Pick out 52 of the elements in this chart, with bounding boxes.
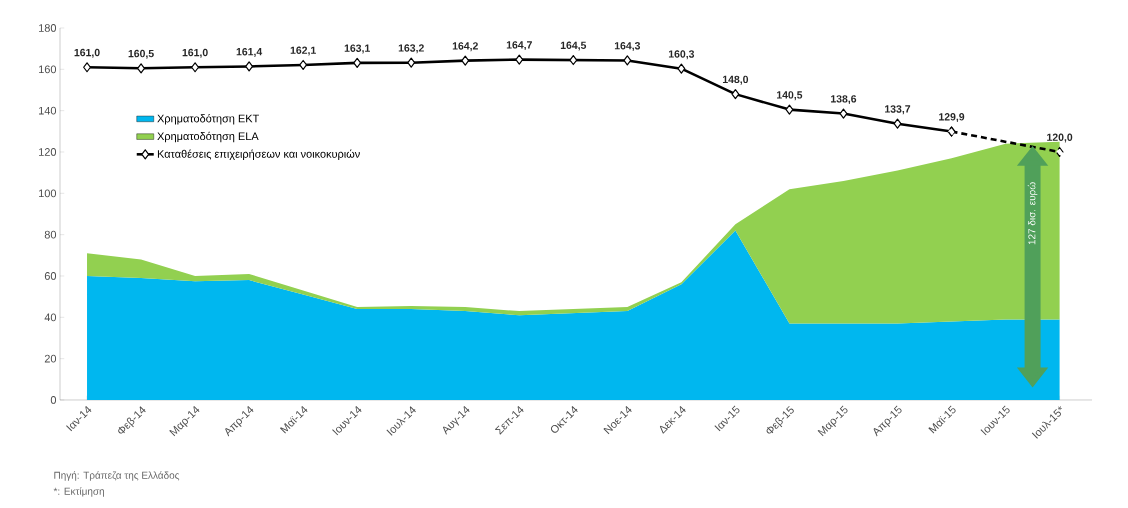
data-label: 133,7	[885, 105, 911, 115]
point	[407, 57, 416, 68]
point	[353, 57, 362, 68]
point	[83, 62, 91, 73]
point	[785, 104, 794, 115]
point	[461, 55, 470, 66]
data-label: 140,5	[777, 91, 803, 101]
point	[569, 54, 578, 66]
legend-label: Χρηματοδότηση ΕΚΤ	[157, 114, 259, 125]
point	[137, 63, 146, 74]
data-label: 161,0	[182, 48, 208, 58]
text: *: Εκτίμηση	[53, 487, 104, 497]
legend-label: Καταθέσεις επιχειρήσεων και νοικοκυριών	[157, 149, 360, 160]
data-label: 148,0	[722, 75, 749, 85]
point	[1055, 146, 1064, 158]
y-tick-label: 160	[39, 65, 57, 74]
point	[677, 63, 686, 74]
data-label: 160,5	[128, 49, 154, 59]
data-label: 138,6	[831, 95, 857, 105]
data-label: 160,3	[668, 50, 695, 60]
point	[299, 59, 308, 71]
point	[839, 108, 848, 119]
point	[731, 89, 740, 100]
y-tick-label: 0	[50, 396, 57, 404]
text: Πηγή: Τράπεζα της Ελλάδος	[54, 471, 180, 481]
y-tick-label: 60	[44, 272, 57, 280]
point	[515, 54, 524, 65]
data-label: 129,9	[939, 113, 965, 123]
y-tick-label: 40	[44, 313, 57, 322]
y-tick-label: 120	[39, 148, 57, 156]
data-label: 164,7	[506, 41, 532, 51]
legend-label: Χρηματοδότηση ELA	[157, 131, 259, 143]
data-label: 163,2	[398, 44, 424, 54]
point	[245, 61, 254, 72]
annotation: 127 δισ. ευρώ	[1027, 182, 1038, 245]
data-label: 161,0	[74, 48, 100, 58]
y-tick-label: 100	[39, 189, 57, 198]
data-label: 162,1	[290, 46, 316, 56]
y-tick-label: 80	[44, 230, 57, 239]
y-tick-label: 20	[44, 354, 57, 363]
data-label: 164,2	[452, 42, 478, 52]
data-label: 163,1	[344, 44, 370, 54]
point	[947, 126, 956, 137]
data-label: 164,5	[560, 41, 587, 51]
y-tick-label: 180	[39, 24, 57, 32]
point	[623, 55, 632, 66]
data-label: 120,0	[1047, 133, 1073, 143]
y-tick-label: 140	[39, 106, 57, 115]
data-label: 161,4	[236, 48, 263, 57]
point	[191, 62, 200, 73]
point	[893, 118, 902, 129]
data-label: 164,3	[614, 42, 641, 51]
